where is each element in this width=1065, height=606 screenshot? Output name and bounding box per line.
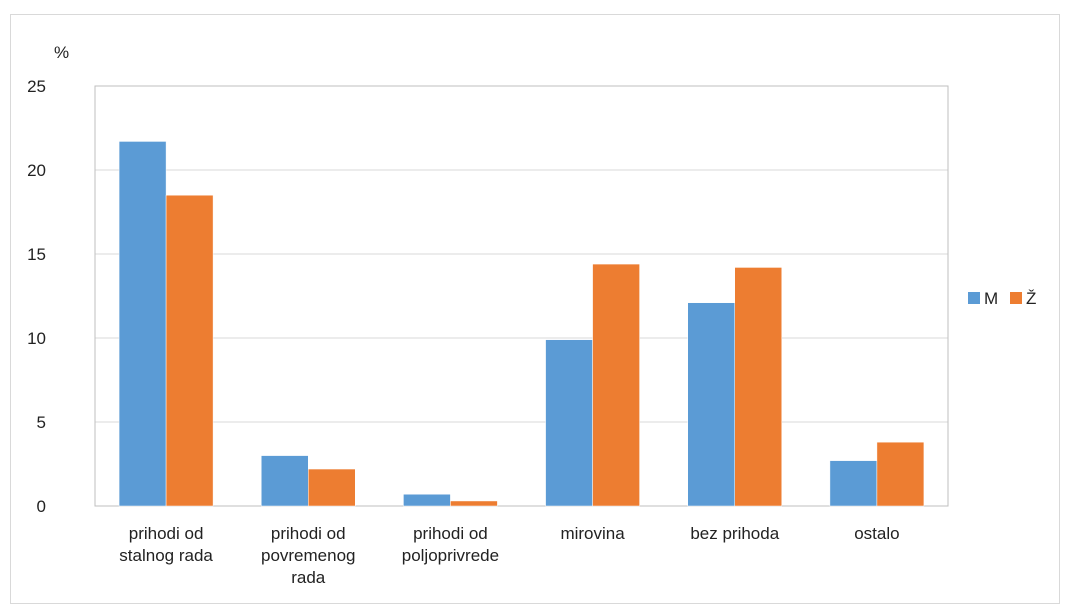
plot-border xyxy=(94,85,949,507)
category-labels: prihodi od stalnog rada prihodi od povremen… xyxy=(119,524,899,587)
category-label-2-0: prihodi od xyxy=(413,524,488,543)
category-label-4-0: bez prihoda xyxy=(690,524,779,543)
y-tick-label-1: 5 xyxy=(37,413,46,432)
category-label-1-2: rada xyxy=(291,568,326,587)
bar-M-0 xyxy=(118,141,167,507)
chart-frame xyxy=(10,14,1060,604)
gridlines xyxy=(95,85,948,507)
plot-area xyxy=(94,85,949,507)
bar-Ž-2 xyxy=(450,500,498,507)
bar-Ž-3 xyxy=(592,263,640,507)
category-label-1-0: prihodi od xyxy=(271,524,346,543)
y-tick-label-2: 10 xyxy=(27,329,46,348)
category-label-5-0: ostalo xyxy=(854,524,899,543)
bar-Ž-1 xyxy=(308,468,356,507)
bar-M-3 xyxy=(545,339,593,507)
y-tick-label-4: 20 xyxy=(27,161,46,180)
category-label-1-1: povremenog xyxy=(261,546,356,565)
category-label-2-1: poljoprivrede xyxy=(402,546,499,565)
y-tick-label-0: 0 xyxy=(37,497,46,516)
legend-swatch-Ž xyxy=(1010,292,1022,304)
bar-M-5 xyxy=(829,460,878,507)
category-label-3-0: mirovina xyxy=(560,524,625,543)
bars xyxy=(118,141,925,507)
bar-Ž-5 xyxy=(876,441,925,507)
y-tick-label-3: 15 xyxy=(27,245,46,264)
bar-M-1 xyxy=(261,455,309,507)
y-tick-label-5: 25 xyxy=(27,77,46,96)
legend-label-Ž: Ž xyxy=(1026,289,1036,308)
bar-Ž-0 xyxy=(165,194,214,507)
category-label-0-1: stalnog rada xyxy=(119,546,213,565)
bar-M-2 xyxy=(403,493,451,507)
y-axis-label: % xyxy=(54,43,69,62)
y-axis-ticks: 0 5 10 15 20 25 xyxy=(27,77,46,516)
legend-swatch-M xyxy=(968,292,980,304)
bar-M-4 xyxy=(687,302,735,507)
legend-label-M: M xyxy=(984,289,998,308)
category-label-0-0: prihodi od xyxy=(129,524,204,543)
bar-Ž-4 xyxy=(734,267,782,507)
